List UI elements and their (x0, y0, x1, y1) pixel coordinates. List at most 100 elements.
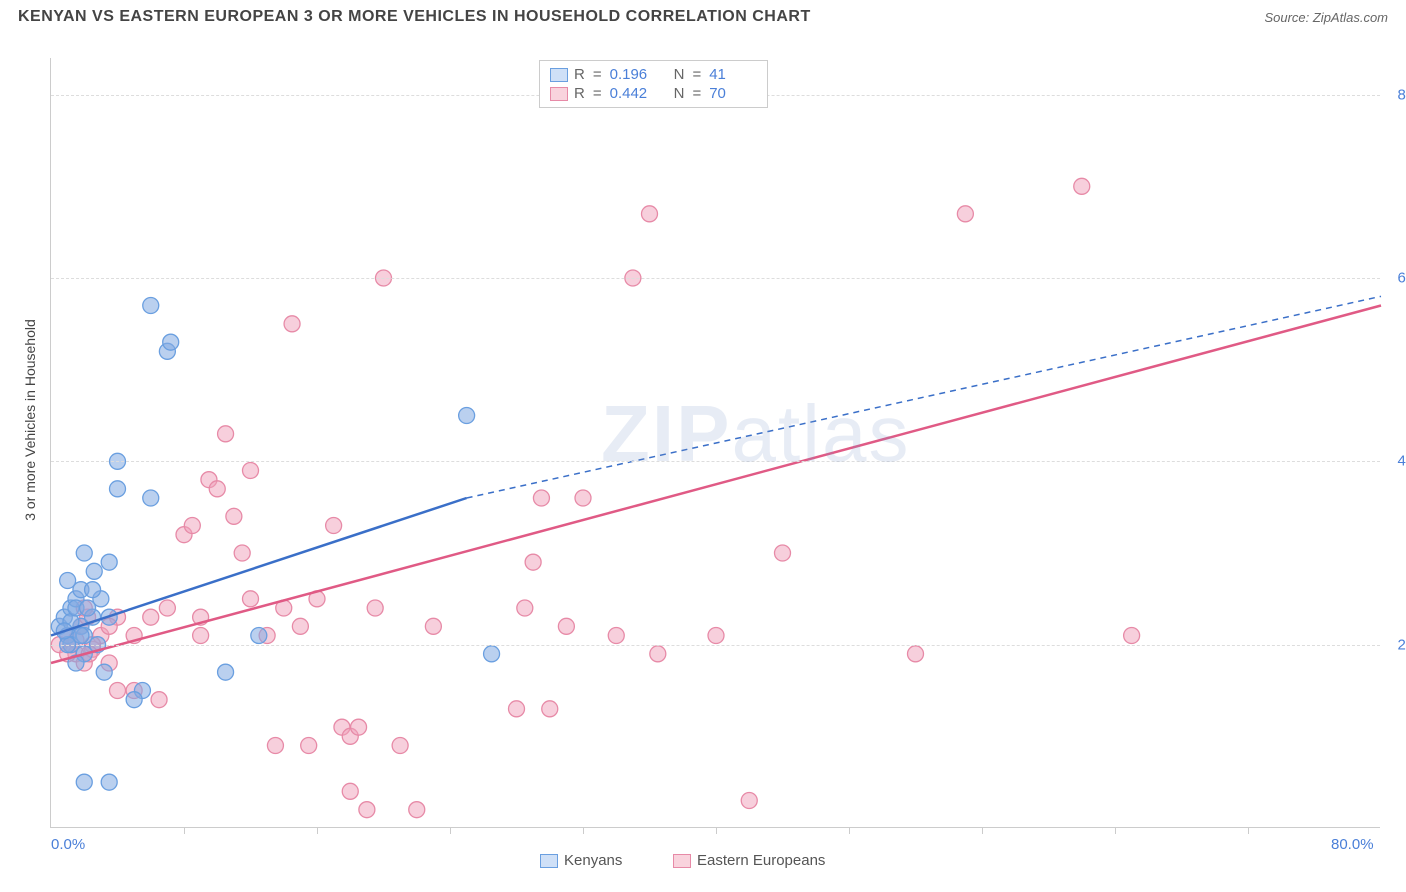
point-eastern-european (218, 426, 234, 442)
point-eastern-european (243, 463, 259, 479)
point-eastern-european (234, 545, 250, 561)
stat-eq: = (690, 66, 703, 83)
point-eastern-european (143, 609, 159, 625)
x-minor-tick (1248, 828, 1249, 834)
stat-eq: = (690, 85, 703, 102)
y-axis-title: 3 or more Vehicles in Household (22, 319, 38, 521)
point-kenyan (96, 664, 112, 680)
point-kenyan (86, 563, 102, 579)
point-eastern-european (351, 719, 367, 735)
point-eastern-european (359, 802, 375, 818)
trend-eastern-european (51, 306, 1381, 664)
point-eastern-european (184, 518, 200, 534)
stats-swatch (550, 68, 568, 82)
x-minor-tick (317, 828, 318, 834)
point-eastern-european (650, 646, 666, 662)
point-eastern-european (517, 600, 533, 616)
stats-row: R = 0.442 N = 70 (550, 84, 757, 103)
x-tick-label: 0.0% (51, 836, 85, 853)
point-kenyan (110, 481, 126, 497)
point-eastern-european (209, 481, 225, 497)
chart-source: Source: ZipAtlas.com (1264, 10, 1388, 25)
point-eastern-european (575, 490, 591, 506)
legend-label: Eastern Europeans (697, 852, 825, 869)
point-eastern-european (193, 628, 209, 644)
point-eastern-european (243, 591, 259, 607)
stat-n-value: 41 (709, 66, 757, 83)
point-eastern-european (226, 508, 242, 524)
point-kenyan (143, 490, 159, 506)
point-eastern-european (284, 316, 300, 332)
plot-area: 20.0%40.0%60.0%80.0%0.0%80.0% ZIPatlas R… (50, 58, 1380, 828)
point-eastern-european (642, 206, 658, 222)
point-kenyan (484, 646, 500, 662)
point-eastern-european (326, 518, 342, 534)
chart-title: KENYAN VS EASTERN EUROPEAN 3 OR MORE VEH… (18, 8, 811, 26)
point-eastern-european (425, 618, 441, 634)
point-eastern-european (775, 545, 791, 561)
point-eastern-european (708, 628, 724, 644)
x-tick-label: 80.0% (1331, 836, 1374, 853)
point-eastern-european (409, 802, 425, 818)
point-kenyan (73, 628, 89, 644)
legend-item: Kenyans (540, 852, 622, 869)
point-kenyan (80, 600, 96, 616)
point-kenyan (163, 334, 179, 350)
point-eastern-european (542, 701, 558, 717)
point-kenyan (101, 774, 117, 790)
correlation-chart-container: KENYAN VS EASTERN EUROPEAN 3 OR MORE VEH… (0, 0, 1406, 892)
point-kenyan (126, 692, 142, 708)
point-eastern-european (267, 738, 283, 754)
point-eastern-european (509, 701, 525, 717)
gridline-h (51, 461, 1380, 462)
stat-r-value: 0.442 (610, 85, 658, 102)
y-tick-label: 20.0% (1384, 636, 1406, 653)
point-eastern-european (392, 738, 408, 754)
x-minor-tick (1115, 828, 1116, 834)
legend-item: Eastern Europeans (673, 852, 825, 869)
plot-svg (51, 58, 1380, 827)
point-kenyan (76, 774, 92, 790)
y-tick-label: 80.0% (1384, 86, 1406, 103)
chart-header: KENYAN VS EASTERN EUROPEAN 3 OR MORE VEH… (0, 0, 1406, 30)
point-eastern-european (908, 646, 924, 662)
point-eastern-european (367, 600, 383, 616)
point-kenyan (76, 545, 92, 561)
point-eastern-european (110, 683, 126, 699)
point-eastern-european (1124, 628, 1140, 644)
point-eastern-european (533, 490, 549, 506)
x-minor-tick (583, 828, 584, 834)
x-minor-tick (849, 828, 850, 834)
point-eastern-european (159, 600, 175, 616)
x-minor-tick (184, 828, 185, 834)
legend-swatch (673, 854, 691, 868)
y-tick-label: 60.0% (1384, 270, 1406, 287)
x-minor-tick (716, 828, 717, 834)
point-eastern-european (1074, 178, 1090, 194)
legend-label: Kenyans (564, 852, 622, 869)
stat-n-value: 70 (709, 85, 757, 102)
legend-swatch (540, 854, 558, 868)
point-kenyan (85, 582, 101, 598)
point-eastern-european (525, 554, 541, 570)
stat-n-label: N (674, 85, 685, 102)
point-eastern-european (741, 793, 757, 809)
stat-n-label: N (674, 66, 685, 83)
gridline-h (51, 278, 1380, 279)
point-kenyan (101, 554, 117, 570)
point-kenyan (60, 573, 76, 589)
point-kenyan (218, 664, 234, 680)
gridline-h (51, 645, 1380, 646)
stat-eq: = (591, 85, 604, 102)
point-eastern-european (301, 738, 317, 754)
point-eastern-european (558, 618, 574, 634)
stats-row: R=0.196N=41 (550, 65, 757, 84)
point-kenyan (251, 628, 267, 644)
stat-r-label: R (574, 66, 585, 83)
stat-eq: = (591, 66, 604, 83)
point-kenyan (143, 298, 159, 314)
stat-r-label: R (574, 85, 585, 102)
point-kenyan (459, 408, 475, 424)
trend-kenyan-dashed (467, 296, 1381, 498)
stats-swatch (550, 87, 568, 101)
